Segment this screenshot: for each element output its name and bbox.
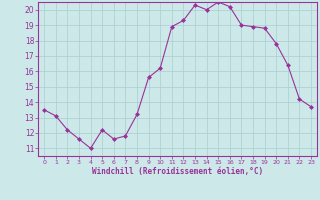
X-axis label: Windchill (Refroidissement éolien,°C): Windchill (Refroidissement éolien,°C) (92, 167, 263, 176)
